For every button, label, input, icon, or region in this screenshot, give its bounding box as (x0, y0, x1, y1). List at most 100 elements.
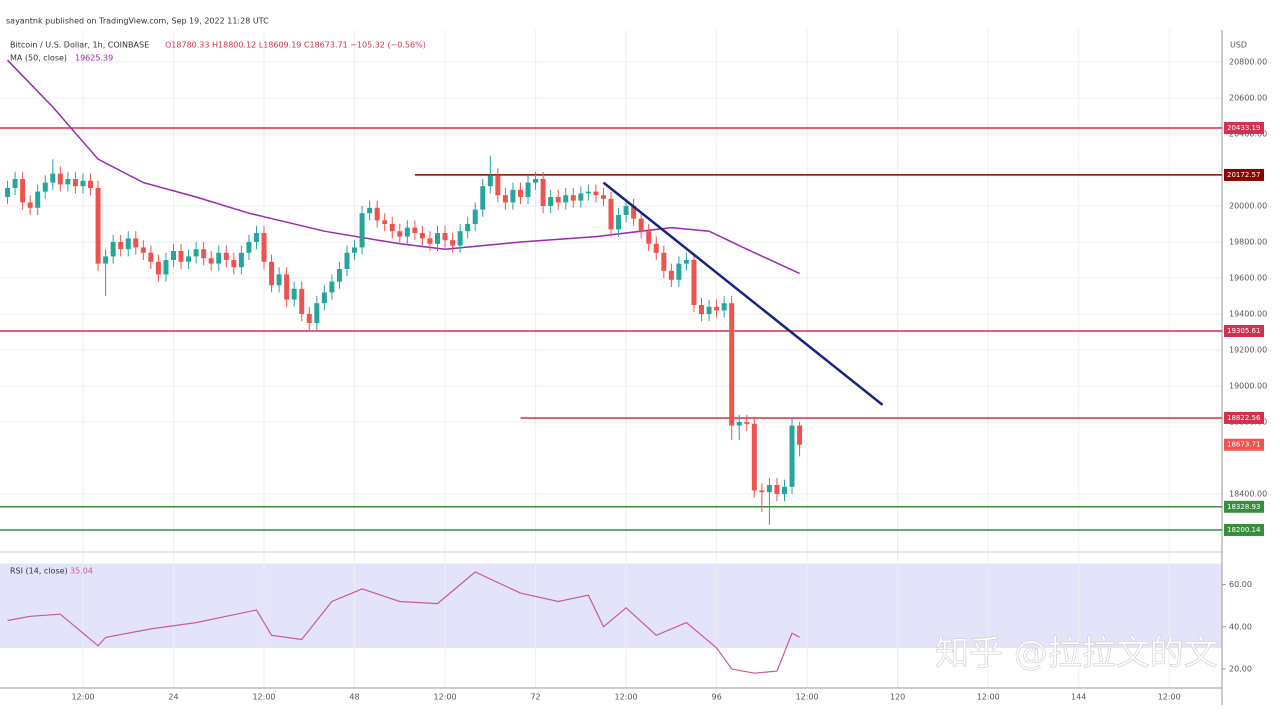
candle-body (766, 485, 772, 493)
candle-body (555, 197, 561, 203)
level-box (1224, 324, 1264, 337)
candle-body (336, 269, 342, 282)
y-tick-label: 18400.00 (1229, 490, 1267, 499)
x-tick-label: 12:00 (977, 693, 1000, 702)
candle-body (457, 231, 463, 246)
candle-body (42, 182, 48, 192)
candle-body (261, 233, 267, 262)
candle-body (389, 224, 395, 232)
candle-body (404, 227, 410, 237)
level-label: 18328.93 (1227, 503, 1260, 511)
candle-body (736, 422, 742, 426)
candle-body (585, 191, 591, 194)
candle-body (382, 220, 388, 224)
level-box (1224, 500, 1264, 513)
candle-body (797, 425, 803, 445)
ohlc: O18780.33 H18800.12 L18609.19 C18673.71 … (165, 41, 426, 50)
y-tick-label: 19000.00 (1229, 382, 1267, 391)
rsi-tick-label: 40.00 (1229, 622, 1252, 631)
candle-body (118, 242, 124, 250)
candle-body (329, 281, 335, 293)
rsi-line (7, 571, 800, 674)
x-tick-label: 12:00 (615, 693, 638, 702)
candle-body (103, 256, 109, 264)
y-tick-label: 20000.00 (1229, 202, 1267, 211)
candle-body (65, 179, 71, 185)
candle-body (774, 485, 780, 494)
y-tick-label: 19600.00 (1229, 274, 1267, 283)
x-tick-label: 12:00 (71, 693, 94, 702)
candle-body (789, 425, 795, 487)
rsi-value: 35.04 (70, 567, 93, 576)
candle-body (631, 206, 637, 219)
candle-body (253, 233, 259, 242)
level-box (1224, 411, 1264, 424)
candle-body (661, 252, 667, 271)
candle-body (668, 270, 674, 280)
x-tick-label: 12:00 (434, 693, 457, 702)
y-tick-label: 19800.00 (1229, 238, 1267, 247)
price-box (1224, 438, 1264, 451)
candle-body (646, 231, 652, 244)
candle-body (125, 238, 131, 250)
candle-body (291, 288, 297, 300)
candle-body (751, 423, 757, 491)
candle-body (608, 198, 614, 230)
x-tick-label: 12:00 (796, 693, 819, 702)
candle-body (246, 242, 252, 253)
x-tick-label: 12:00 (252, 693, 275, 702)
candle-body (442, 233, 448, 241)
candle-body (57, 173, 63, 185)
candle-body (374, 207, 380, 221)
level-box (1224, 523, 1264, 536)
candle-body (653, 243, 659, 253)
candle-body (269, 261, 275, 286)
candle-body (133, 238, 139, 248)
candle-body (5, 188, 11, 197)
candle-body (676, 263, 682, 280)
candle-body (533, 179, 539, 183)
candle-body (517, 189, 523, 197)
candle-body (616, 215, 622, 230)
candle-body (72, 179, 78, 187)
level-box (1224, 168, 1264, 181)
candle-body (495, 175, 501, 196)
x-tick-label: 96 (712, 693, 722, 702)
candle-body (238, 252, 244, 268)
candle-body (344, 252, 350, 269)
x-tick-label: 12:00 (1158, 693, 1181, 702)
candle-body (781, 486, 787, 494)
x-tick-label: 144 (1071, 693, 1086, 702)
candle-body (487, 175, 493, 187)
y-tick-label: 20600.00 (1229, 94, 1267, 103)
candle-body (20, 179, 26, 203)
candle-body (201, 249, 207, 259)
x-tick-label: 120 (890, 693, 905, 702)
candle-body (178, 251, 184, 262)
candle-body (744, 422, 750, 424)
published: sayantnk published on TradingView.com, S… (6, 17, 269, 26)
candle-body (231, 260, 237, 268)
rsi-band (0, 563, 1222, 648)
rsi-tick-label: 20.00 (1229, 665, 1252, 674)
candle-body (578, 193, 584, 201)
candle-body (480, 186, 486, 210)
candle-body (80, 180, 86, 187)
candle-body (299, 288, 305, 314)
candle-body (721, 303, 727, 311)
candle-body (435, 233, 441, 244)
candle-body (729, 303, 735, 426)
candle-body (95, 188, 101, 264)
y-tick-label: 19200.00 (1229, 346, 1267, 355)
candle-body (450, 240, 456, 246)
price-label: 18673.71 (1227, 441, 1260, 449)
trend-line (602, 181, 884, 406)
level-label: 18200.14 (1227, 526, 1261, 534)
candle-body (35, 191, 41, 208)
candle-body (216, 252, 222, 264)
candle-body (563, 195, 569, 203)
candle-body (352, 247, 358, 253)
candle-body (623, 206, 629, 215)
candle-body (502, 195, 508, 203)
candle-body (600, 195, 606, 199)
